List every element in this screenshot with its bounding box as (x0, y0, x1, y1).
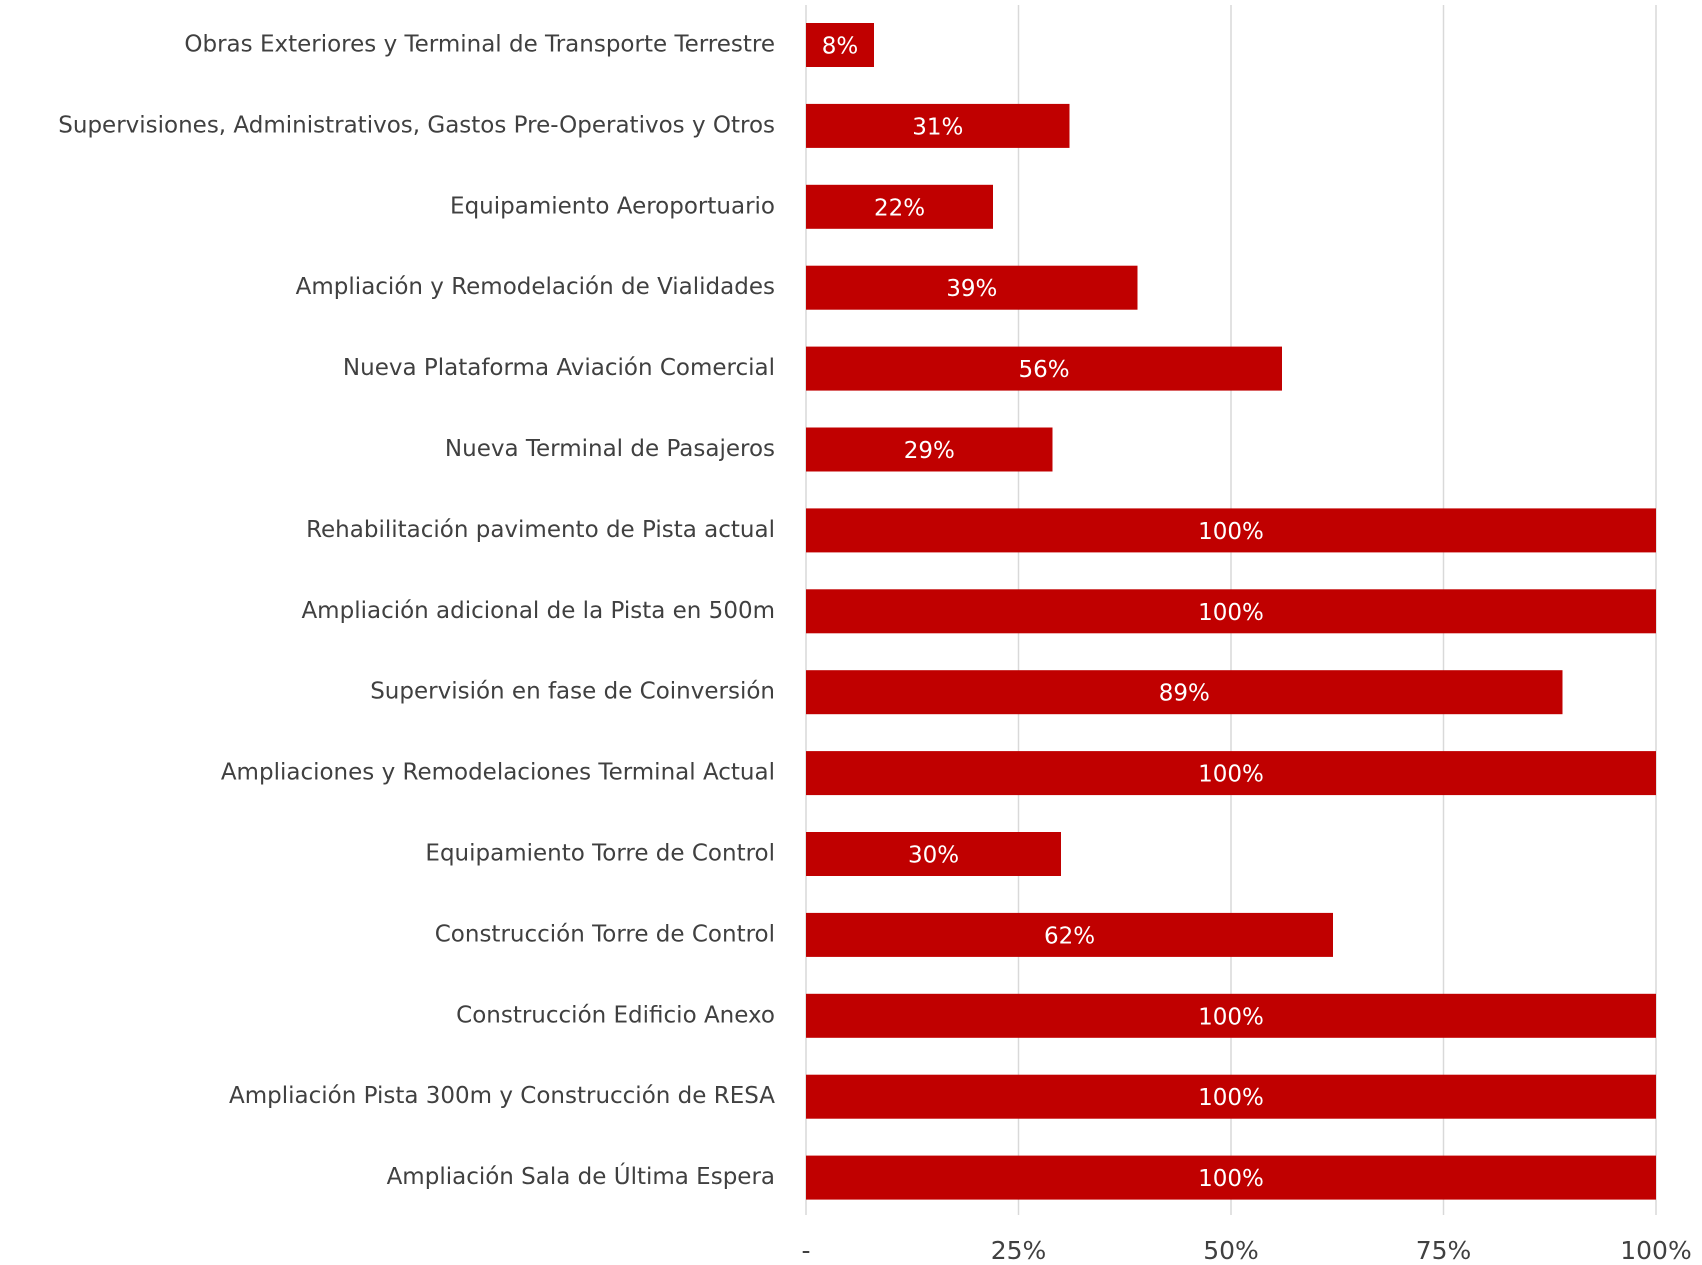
value-label: 39% (946, 276, 997, 302)
bar (806, 265, 1138, 310)
bar (806, 427, 1053, 472)
y-tick-label: Equipamiento Aeroportuario (450, 193, 775, 219)
y-tick-label: Supervisión en fase de Coinversión (370, 679, 775, 705)
x-tick-label: 50% (1203, 1236, 1259, 1265)
bar (806, 346, 1282, 391)
y-tick-label: Supervisiones, Administrativos, Gastos P… (58, 112, 775, 138)
value-label: 62% (1044, 923, 1095, 949)
value-label: 89% (1159, 681, 1210, 707)
y-tick-label: Ampliación Pista 300m y Construcción de … (229, 1083, 775, 1109)
x-tick-label: 75% (1416, 1236, 1472, 1265)
value-label: 8% (822, 34, 859, 60)
bar (806, 1155, 1656, 1200)
bar (806, 103, 1070, 148)
y-tick-label: Obras Exteriores y Terminal de Transport… (184, 32, 775, 58)
value-label: 30% (908, 843, 959, 869)
bar (806, 670, 1563, 715)
bar (806, 832, 1061, 876)
y-tick-label: Nueva Plataforma Aviación Comercial (343, 355, 775, 381)
bar (806, 508, 1656, 553)
y-tick-label: Ampliación Sala de Última Espera (387, 1162, 775, 1190)
y-tick-label: Construcción Edificio Anexo (456, 1002, 775, 1028)
x-tick-label: 100% (1620, 1236, 1691, 1265)
value-label: 56% (1018, 357, 1069, 383)
y-tick-label: Construcción Torre de Control (435, 921, 775, 947)
value-label: 100% (1198, 600, 1264, 626)
bar (806, 184, 993, 229)
value-label: 100% (1198, 1085, 1264, 1111)
y-tick-label: Equipamiento Torre de Control (425, 841, 775, 867)
bar (806, 23, 874, 67)
bar (806, 589, 1656, 634)
value-label: 29% (904, 438, 955, 464)
value-label: 100% (1198, 1166, 1264, 1192)
bar (806, 1074, 1656, 1119)
x-tick-label: 25% (991, 1236, 1047, 1265)
bar (806, 993, 1656, 1038)
value-label: 22% (874, 195, 925, 221)
y-tick-label: Ampliaciones y Remodelaciones Terminal A… (221, 760, 775, 786)
y-tick-label: Ampliación y Remodelación de Vialidades (296, 274, 775, 300)
value-label: 100% (1198, 519, 1264, 545)
value-label: 100% (1198, 1004, 1264, 1030)
x-tick-label: - (801, 1236, 810, 1265)
y-tick-label: Nueva Terminal de Pasajeros (445, 436, 775, 462)
bar (806, 751, 1656, 796)
y-tick-label: Rehabilitación pavimento de Pista actual (306, 517, 775, 543)
bar (806, 912, 1333, 957)
value-label: 100% (1198, 762, 1264, 788)
y-tick-label: Ampliación adicional de la Pista en 500m (301, 598, 775, 624)
value-label: 31% (912, 114, 963, 140)
